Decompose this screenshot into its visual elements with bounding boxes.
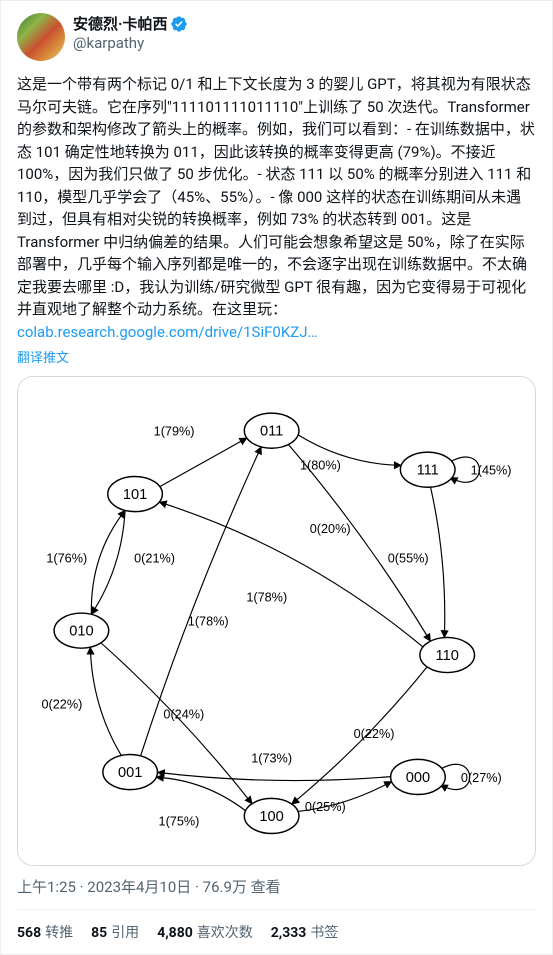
display-name-text: 安德烈·卡帕西 <box>73 13 168 34</box>
svg-text:1(75%): 1(75%) <box>159 815 200 829</box>
tweet-meta: 上午1:25 · 2023年4月10日 76.9万 查看 <box>17 876 536 897</box>
svg-text:000: 000 <box>406 770 430 786</box>
svg-text:0(22%): 0(22%) <box>354 727 395 741</box>
svg-text:1(45%): 1(45%) <box>471 464 512 478</box>
tweet-media[interactable]: 1(79%)1(80%)1(45%)0(20%)0(55%)0(21%)1(76… <box>17 376 536 866</box>
svg-text:1(78%): 1(78%) <box>188 615 229 629</box>
names: 安德烈·卡帕西 @karpathy <box>73 13 188 52</box>
timestamp[interactable]: 上午1:25 · 2023年4月10日 <box>17 878 191 896</box>
tweet-text-content: 这是一个带有两个标记 0/1 和上下文长度为 3 的婴儿 GPT，将其视为有限状… <box>17 75 535 318</box>
stat-retweets[interactable]: 568转推 <box>17 922 73 942</box>
svg-text:0(55%): 0(55%) <box>388 551 429 565</box>
svg-text:0(20%): 0(20%) <box>310 522 351 536</box>
svg-text:110: 110 <box>436 648 459 664</box>
handle[interactable]: @karpathy <box>73 34 188 52</box>
markov-diagram: 1(79%)1(80%)1(45%)0(20%)0(55%)0(21%)1(76… <box>18 377 535 865</box>
avatar[interactable] <box>17 13 65 61</box>
verified-badge-icon <box>170 15 188 33</box>
tweet-container: 安德烈·卡帕西 @karpathy 这是一个带有两个标记 0/1 和上下文长度为… <box>0 0 553 955</box>
svg-text:1(78%): 1(78%) <box>246 590 287 604</box>
svg-text:0(21%): 0(21%) <box>134 551 175 565</box>
tweet-link[interactable]: colab.research.google.com/drive/1SiF0KZJ… <box>17 323 318 341</box>
tweet-text: 这是一个带有两个标记 0/1 和上下文长度为 3 的婴儿 GPT，将其视为有限状… <box>17 73 536 343</box>
stat-bookmarks[interactable]: 2,333书签 <box>271 922 339 942</box>
svg-text:111: 111 <box>417 463 439 479</box>
svg-text:001: 001 <box>118 765 142 781</box>
svg-text:0(22%): 0(22%) <box>41 698 82 712</box>
svg-text:0(25%): 0(25%) <box>305 800 346 814</box>
svg-text:0(24%): 0(24%) <box>163 707 204 721</box>
stat-quotes[interactable]: 85引用 <box>91 922 139 942</box>
svg-text:011: 011 <box>260 424 283 440</box>
svg-text:1(73%): 1(73%) <box>251 751 292 765</box>
tweet-stats: 568转推 85引用 4,880喜欢次数 2,333书签 <box>17 909 536 942</box>
svg-text:101: 101 <box>123 487 147 503</box>
stat-likes[interactable]: 4,880喜欢次数 <box>157 922 253 942</box>
translate-link[interactable]: 翻译推文 <box>17 347 536 366</box>
svg-text:1(76%): 1(76%) <box>46 551 87 565</box>
svg-text:010: 010 <box>69 623 93 639</box>
tweet-header: 安德烈·卡帕西 @karpathy <box>17 13 536 61</box>
svg-text:0(27%): 0(27%) <box>461 771 502 785</box>
views[interactable]: 76.9万 查看 <box>195 878 281 896</box>
svg-text:1(79%): 1(79%) <box>154 425 195 439</box>
svg-text:100: 100 <box>259 809 283 825</box>
display-name[interactable]: 安德烈·卡帕西 <box>73 13 188 34</box>
